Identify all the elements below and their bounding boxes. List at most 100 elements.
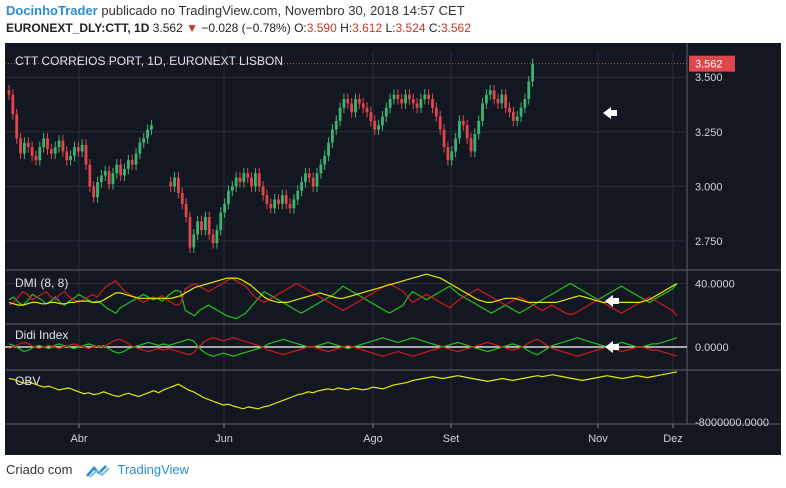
candle-body xyxy=(365,107,369,113)
candle-body xyxy=(219,212,223,231)
candle-body xyxy=(126,160,130,169)
candle-body xyxy=(230,186,234,191)
last-price-tag xyxy=(689,55,735,72)
tradingview-logo-icon xyxy=(86,464,110,478)
candle-body xyxy=(419,99,423,108)
candle-body xyxy=(454,138,457,152)
candle-body xyxy=(103,171,107,176)
candle-body xyxy=(138,142,142,154)
candle-body xyxy=(411,99,415,104)
candle-body xyxy=(34,155,38,161)
candle-body xyxy=(288,203,292,209)
chart-title: CTT CORREIOS PORT, 1D, EURONEXT LISBON xyxy=(15,54,283,68)
candle-body xyxy=(357,99,361,104)
candle-body xyxy=(57,140,61,148)
candle-body xyxy=(392,94,396,100)
candle-body xyxy=(527,81,531,100)
candle-body xyxy=(246,173,250,178)
candle-body xyxy=(277,199,280,204)
low-value: 3.524 xyxy=(395,21,426,35)
candle-body xyxy=(254,173,257,187)
candle-body xyxy=(404,94,407,104)
candle-body xyxy=(473,133,477,152)
chart-background xyxy=(5,43,781,455)
candle-body xyxy=(107,171,111,185)
candle-body xyxy=(142,138,146,143)
candle-body xyxy=(511,112,515,121)
candle-body xyxy=(69,155,72,161)
candle-body xyxy=(250,177,253,187)
candle-body xyxy=(53,147,57,154)
candle-body xyxy=(334,120,338,130)
candle-body xyxy=(327,142,330,156)
candle-body xyxy=(492,90,496,100)
candle-body xyxy=(361,103,365,108)
candle-body xyxy=(26,142,30,148)
candle-body xyxy=(211,234,215,244)
candle-body xyxy=(515,116,519,121)
candle-body xyxy=(23,142,26,154)
candle-body xyxy=(400,99,404,104)
candle-body xyxy=(273,199,277,209)
candle-body xyxy=(188,216,192,248)
candle-body xyxy=(130,160,134,165)
candle-body xyxy=(434,107,438,117)
candle-body xyxy=(80,144,84,152)
candle-body xyxy=(408,94,411,100)
obv-title: OBV xyxy=(15,374,40,388)
candle-body xyxy=(7,90,11,95)
candle-body xyxy=(477,120,481,134)
candle-body xyxy=(342,99,346,108)
candle-body xyxy=(354,99,357,113)
down-arrow-icon: ▼ xyxy=(186,21,198,35)
candle-body xyxy=(323,155,327,165)
candle-body xyxy=(134,153,138,165)
candle-body xyxy=(369,112,373,121)
candle-body xyxy=(423,94,427,100)
close-value: 3.562 xyxy=(440,21,471,35)
candle-body xyxy=(42,138,46,148)
candle-body xyxy=(469,138,473,152)
candle-body xyxy=(488,90,492,95)
open-label: O: xyxy=(294,21,307,35)
author-link[interactable]: DocinhoTrader xyxy=(6,3,98,18)
candle-body xyxy=(427,94,431,100)
chart-canvas[interactable]: Abr Jun Ago Set Nov Dez 3.500 3.250 3.000 2.750 3.… xyxy=(5,43,781,455)
candle-body xyxy=(146,129,149,139)
candle-body xyxy=(84,144,88,165)
candle-body xyxy=(269,203,273,209)
candle-body xyxy=(223,203,226,213)
candle-body xyxy=(500,94,504,104)
candle-body xyxy=(292,199,296,209)
candle-body xyxy=(508,107,511,113)
candle-body xyxy=(46,138,49,150)
candle-body xyxy=(458,120,461,139)
x-tick-label: Dez xyxy=(663,433,683,445)
candle-body xyxy=(96,182,99,198)
dmi-plus-line xyxy=(8,282,678,320)
candle-body xyxy=(319,164,323,174)
tradingview-link[interactable]: TradingView xyxy=(117,462,190,477)
candle-body xyxy=(265,195,269,204)
candle-body xyxy=(442,129,446,148)
price-change: −0.028 (−0.78%) xyxy=(201,21,291,35)
candle-body xyxy=(169,182,173,187)
candle-body xyxy=(296,190,300,200)
candle-body xyxy=(73,147,76,156)
arrow-marker-icon xyxy=(605,341,619,353)
didi-tick-label: 0.0000 xyxy=(695,342,729,354)
published-text: publicado no TradingView.com, Novembro 3… xyxy=(101,3,465,18)
candle-body xyxy=(123,168,126,176)
candle-body xyxy=(115,164,119,174)
candle-body xyxy=(257,173,261,187)
candle-body xyxy=(496,99,500,104)
symbol-line: EURONEXT_DLY:CTT, 1D 3.562 ▼ −0.028 (−0.… xyxy=(6,21,471,35)
candle-body xyxy=(461,120,465,126)
candle-body xyxy=(61,140,65,152)
candle-body xyxy=(523,99,527,108)
dmi-title: DMI (8, 8) xyxy=(15,276,68,290)
candle-body xyxy=(280,195,284,204)
obv-tick-label: -8000000.0000 xyxy=(695,417,769,429)
arrow-marker-icon xyxy=(603,107,617,119)
didi-title: Didi Index xyxy=(15,328,68,342)
